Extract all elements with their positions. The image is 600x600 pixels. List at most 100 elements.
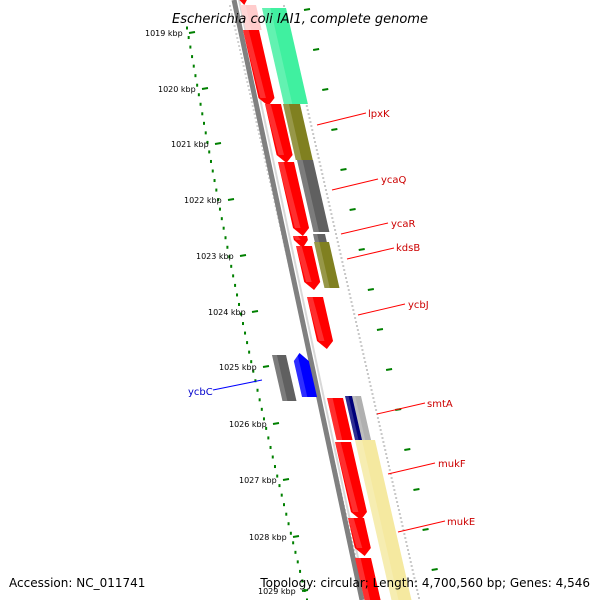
outer-guide-dot (335, 237, 338, 239)
feature-block (314, 242, 340, 288)
outer-guide-dot (408, 557, 411, 559)
feature-block-shade (262, 8, 293, 104)
outer-guide-dot (315, 149, 318, 151)
scale-dot (201, 112, 204, 116)
accession-text: Accession: NC_011741 (9, 576, 145, 590)
outer-guide-dot (401, 525, 404, 527)
outer-guide-dot (371, 393, 374, 395)
feature-block (283, 104, 313, 160)
outer-guide-dot (339, 253, 342, 255)
outer-guide-dot (370, 389, 373, 391)
scale-dot (242, 322, 245, 326)
outer-guide-dot (413, 577, 416, 579)
ycaR-leader (340, 222, 389, 235)
inner-guide-dot (353, 549, 356, 551)
outer-guide-dot (385, 453, 388, 455)
outer-guide-dot (341, 261, 344, 263)
outer-tick (312, 48, 320, 51)
scale-label: 1028 kbp (249, 533, 287, 542)
scale-dot (244, 331, 247, 335)
feature-block (297, 160, 330, 232)
outer-guide-dot (316, 153, 319, 155)
inner-guide-dot (236, 37, 239, 39)
scale-dot (236, 293, 239, 297)
scale-dot (228, 255, 231, 259)
outer-guide-dot (364, 361, 367, 363)
inner-guide-dot (246, 81, 249, 83)
gene-arrow (335, 442, 367, 520)
outer-guide-dot (402, 529, 405, 531)
inner-guide-dot (266, 169, 269, 171)
scale-dot (246, 341, 249, 345)
gene-arrow-shade (307, 297, 325, 341)
outer-guide-dot (327, 201, 330, 203)
inner-guide-dot (252, 109, 255, 111)
outer-tick (431, 568, 438, 571)
outer-guide-dot (317, 157, 320, 159)
gene-label-mukF: mukF (438, 459, 466, 470)
inner-guide-dot (264, 161, 267, 163)
scale-dot (280, 493, 283, 497)
outer-guide-dot (394, 493, 397, 495)
inner-guide-dot (245, 77, 248, 79)
gene-arrow-reverse-shade (272, 355, 288, 401)
inner-guide-dot (270, 189, 273, 191)
inner-guide-dot (229, 5, 231, 7)
outer-guide-dot (416, 589, 419, 591)
gene-arrow-shade (296, 246, 312, 282)
scale-dot (287, 522, 290, 526)
outer-guide-dot (365, 365, 368, 367)
gene-arrow-shade (243, 30, 266, 98)
scale-dot (289, 531, 292, 535)
scale-dot (262, 417, 265, 421)
inner-guide-dot (229, 9, 232, 11)
gene-arrow-reverse (272, 355, 297, 401)
inner-guide-dot (263, 157, 266, 159)
outer-guide-dot (345, 277, 348, 279)
scale-dot (204, 131, 207, 135)
gene-arrow (307, 297, 334, 349)
outer-guide-dot (334, 233, 337, 235)
gene-arrow (239, 0, 247, 5)
gene-label-ycbC: ycbC (188, 387, 213, 398)
scale-label: 1022 kbp (184, 196, 222, 205)
inner-guide-dot (235, 33, 238, 35)
ycaQ-leader (331, 178, 379, 191)
scale-dot (220, 217, 223, 221)
outer-guide-dot (311, 129, 314, 131)
outer-guide-dot (362, 353, 365, 355)
outer-guide-dot (328, 205, 331, 207)
outer-tick (376, 328, 384, 331)
scale-label: 1021 kbp (171, 140, 209, 149)
outer-guide-dot (396, 501, 399, 503)
outer-guide-dot (354, 317, 357, 319)
scale-dot (199, 102, 202, 106)
outer-guide-dot (373, 401, 376, 403)
scale-dot (296, 560, 299, 564)
inner-guide-dot (352, 545, 355, 547)
scale-major-tick (188, 31, 196, 34)
outer-guide-dot (390, 477, 393, 479)
gene-label-ycaQ: ycaQ (381, 175, 407, 186)
inner-guide-dot (253, 113, 256, 115)
inner-guide-dot (257, 129, 260, 131)
scale-label: 1025 kbp (219, 363, 257, 372)
scale-major-tick (214, 142, 222, 145)
gene-arrow (265, 104, 293, 163)
scale-dot (206, 140, 209, 144)
outer-tick (404, 448, 411, 451)
feature-block-shade (345, 396, 359, 440)
scale-dot (209, 159, 212, 163)
scale-dot (271, 455, 274, 459)
inner-guide-dot (262, 153, 265, 155)
scale-dot (294, 550, 297, 554)
gene-arrow-reverse-shade (292, 353, 308, 397)
scale-dot (226, 245, 229, 249)
scale-major-tick (262, 365, 270, 368)
feature-block (262, 8, 308, 104)
outer-guide-dot (397, 509, 400, 511)
scale-dot (285, 512, 288, 516)
outer-guide-dot (337, 245, 340, 247)
inner-guide-dot (258, 133, 261, 135)
inner-guide-dot (255, 121, 258, 123)
